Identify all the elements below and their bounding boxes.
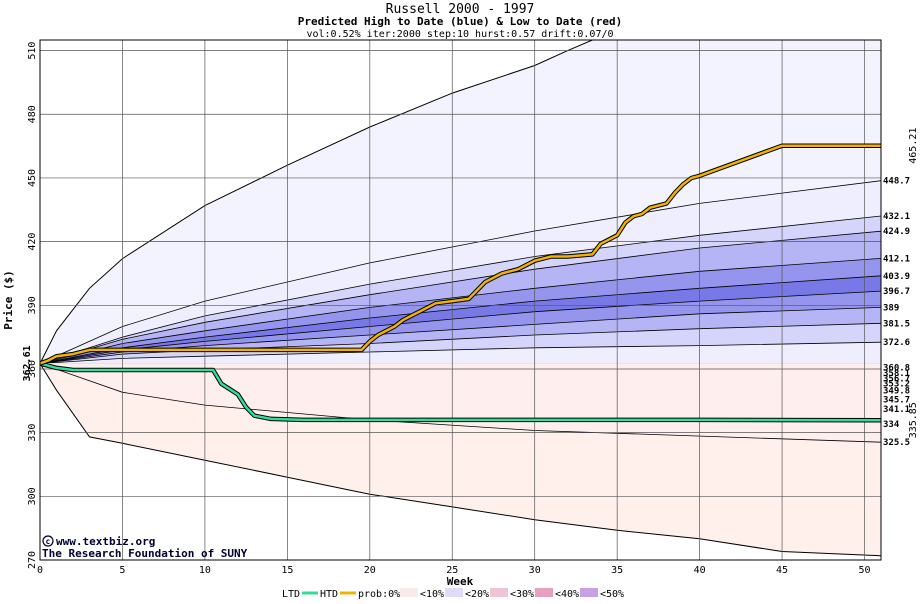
y-tick-label-450: 450 xyxy=(27,169,38,187)
x-axis-ticks: 0 5 10 15 20 25 30 35 40 45 50 xyxy=(37,565,871,576)
y-tick-label-360: 360 xyxy=(27,360,38,378)
probability-bands xyxy=(40,180,881,443)
x-tick-label-10: 10 xyxy=(199,565,211,576)
low-level-label-1: 360.8 xyxy=(883,363,910,373)
x-tick-label-15: 15 xyxy=(281,565,293,576)
htd-series-line xyxy=(40,144,881,365)
legend-item-label-1: <10% xyxy=(420,589,444,600)
high-level-label-6: 396.7 xyxy=(883,287,910,297)
y-tick-label-300: 300 xyxy=(27,487,38,505)
x-tick-label-35: 35 xyxy=(611,565,623,576)
y-tick-label-270: 270 xyxy=(27,551,38,569)
ltd-series-line xyxy=(40,362,881,422)
x-tick-label-30: 30 xyxy=(529,565,541,576)
level-labels: 448.7 432.1 424.9 412.1 403.9 396.7 389 381.5 37… xyxy=(883,177,910,448)
low-level-label-7: 341.1 xyxy=(883,405,910,415)
plot-frame xyxy=(39,39,882,561)
legend-prob-items: <10% <20% <30% <40% <50% xyxy=(400,588,624,600)
plot-border xyxy=(39,39,882,561)
x-tick-label-25: 25 xyxy=(446,565,458,576)
credits: c www.textbiz.org The Research Foundatio… xyxy=(42,535,248,560)
low-level-label-3: 356.7 xyxy=(883,374,910,384)
y-tick-label-510: 510 xyxy=(27,42,38,60)
x-tick-label-45: 45 xyxy=(776,565,788,576)
legend-htd-label: HTD xyxy=(320,589,338,600)
legend-swatch-1 xyxy=(400,588,418,597)
legend-swatch-3 xyxy=(490,588,508,597)
y-tick-label-420: 420 xyxy=(27,233,38,251)
high-level-label-8: 381.5 xyxy=(883,319,910,329)
credit-org: The Research Foundation of SUNY xyxy=(42,547,248,560)
legend-swatch-5 xyxy=(580,588,598,597)
high-band-9 xyxy=(40,342,881,364)
legend-item-label-5: <50% xyxy=(600,589,624,600)
start-value-label: 362.61 xyxy=(22,345,33,381)
low-level-label-2: 358.1 xyxy=(883,369,910,379)
low-band-9 xyxy=(40,363,881,443)
legend-item-label-3: <30% xyxy=(510,589,534,600)
high-level-label-3: 424.9 xyxy=(883,227,910,237)
high-level-label-4: 412.1 xyxy=(883,254,910,264)
high-level-label-2: 432.1 xyxy=(883,212,910,222)
copyright-icon xyxy=(42,535,54,547)
high-level-label-9: 372.6 xyxy=(883,338,910,348)
y-axis-ticks: 270 300 330 360 390 420 450 480 510 xyxy=(27,42,38,569)
y-tick-label-330: 330 xyxy=(27,424,38,442)
high-level-label-1: 448.7 xyxy=(883,177,910,187)
low-level-label-6: 345.7 xyxy=(883,395,910,405)
low-level-label-5: 349.8 xyxy=(883,387,910,397)
x-tick-label-50: 50 xyxy=(858,565,870,576)
chart-subtitle: Predicted High to Date (blue) & Low to D… xyxy=(298,15,623,28)
x-tick-label-0: 0 xyxy=(37,565,43,576)
legend-prob-prefix: prob:0% xyxy=(358,589,400,600)
legend-swatch-2 xyxy=(445,588,463,597)
x-tick-label-40: 40 xyxy=(694,565,706,576)
low-level-label-8: 334 xyxy=(883,420,900,430)
x-tick-label-20: 20 xyxy=(364,565,376,576)
chart-params: vol:0.52% iter:2000 step:10 hurst:0.57 d… xyxy=(306,29,613,40)
high-level-label-7: 389 xyxy=(883,303,899,313)
chart-title: Russell 2000 - 1997 xyxy=(386,2,535,17)
y-tick-label-390: 390 xyxy=(27,296,38,314)
legend-item-label-4: <40% xyxy=(555,589,579,600)
htd-final-value-label: 465.21 xyxy=(908,128,919,164)
series-lines xyxy=(40,143,881,423)
legend-ltd-label: LTD xyxy=(282,589,300,600)
y-tick-label-480: 480 xyxy=(27,105,38,123)
low-level-label-4: 353.2 xyxy=(883,379,910,389)
legend-swatch-4 xyxy=(535,588,553,597)
copyright-icon-c: c xyxy=(46,537,51,546)
legend-item-label-2: <20% xyxy=(465,589,489,600)
low-level-label-9: 325.5 xyxy=(883,438,910,448)
credit-url: www.textbiz.org xyxy=(56,535,155,548)
x-tick-label-5: 5 xyxy=(119,565,125,576)
high-level-label-5: 403.9 xyxy=(883,272,910,282)
x-axis-title: Week xyxy=(447,575,474,588)
ltd-final-value-label: 335.85 xyxy=(908,402,919,438)
legend: LTD HTD prob:0% <10% <20% <30% <40% <50% xyxy=(282,588,624,600)
y-axis-title: Price ($) xyxy=(2,270,15,330)
